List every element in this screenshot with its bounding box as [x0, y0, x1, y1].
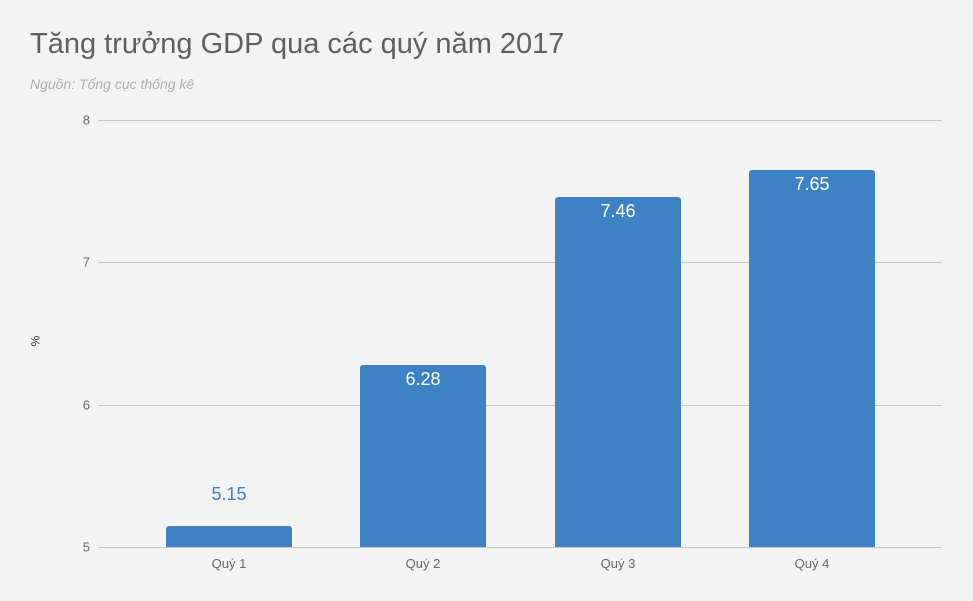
gridline-8: [98, 120, 942, 121]
gridline-7: [98, 262, 942, 263]
bar-value-label: 7.65: [794, 173, 830, 194]
chart-subtitle: Nguồn: Tổng cục thống kê: [30, 76, 195, 92]
x-tick-label: Quý 1: [211, 556, 247, 571]
y-tick-5: 5: [82, 539, 90, 555]
bar-4: 7.65: [749, 169, 875, 547]
chart-title: Tăng trưởng GDP qua các quý năm 2017: [30, 28, 565, 60]
y-tick-8: 8: [82, 112, 90, 128]
bar-1: [166, 525, 292, 547]
bar-value-label: 7.46: [600, 200, 636, 221]
plot-area: [98, 120, 942, 548]
bar-value-label: 6.28: [405, 368, 441, 389]
y-axis-label: %: [28, 335, 43, 347]
gridline-5: [98, 547, 942, 548]
y-tick-6: 6: [82, 397, 90, 413]
bar-value-label: 5.15: [211, 483, 247, 504]
gridline-6: [98, 405, 942, 406]
x-tick-label: Quý 3: [600, 556, 636, 571]
x-tick-label: Quý 2: [405, 556, 441, 571]
x-tick-label: Quý 4: [794, 556, 830, 571]
y-tick-7: 7: [82, 254, 90, 270]
bar-3: 7.46: [555, 196, 681, 547]
bar-2: 6.28: [360, 364, 486, 547]
